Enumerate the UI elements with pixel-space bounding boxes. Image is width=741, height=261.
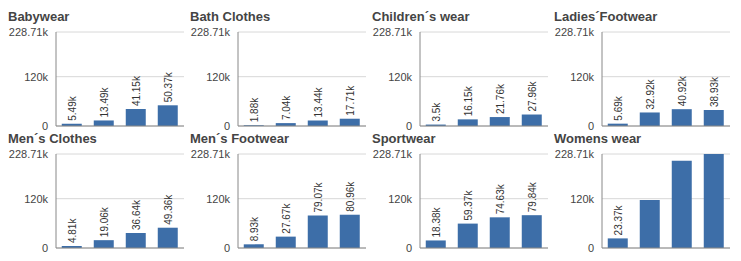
svg-text:41.15k: 41.15k: [131, 75, 142, 106]
svg-text:27.67k: 27.67k: [281, 203, 292, 234]
html-text:Womens wear: Womens wear: [554, 131, 642, 146]
svg-text:5.49k: 5.49k: [67, 95, 78, 120]
svg-text:228.71k: 228.71k: [191, 26, 231, 38]
svg-text:0: 0: [224, 242, 230, 252]
svg-text:21.76k: 21.76k: [495, 83, 506, 114]
svg-text:1.88k: 1.88k: [249, 97, 260, 122]
svg-text:36.64k: 36.64k: [131, 199, 142, 230]
svg-text:32.92k: 32.92k: [645, 78, 656, 109]
svg-text:0: 0: [42, 120, 48, 130]
svg-text:0: 0: [224, 120, 230, 130]
html-text:Ladies´Footwear: Ladies´Footwear: [554, 9, 658, 24]
html-text:Bath Clothes: Bath Clothes: [190, 9, 271, 24]
html-text:Men´s Clothes: Men´s Clothes: [8, 131, 97, 146]
svg-text:4.81k: 4.81k: [67, 218, 78, 243]
svg-text:50.37k: 50.37k: [163, 71, 174, 102]
svg-text:0: 0: [588, 120, 594, 130]
svg-text:40.92k: 40.92k: [677, 75, 688, 106]
svg-text:27.96k: 27.96k: [527, 80, 538, 111]
svg-text:120k: 120k: [24, 193, 48, 205]
svg-text:19.06k: 19.06k: [99, 206, 110, 237]
svg-text:120k: 120k: [206, 71, 230, 83]
svg-text:120k: 120k: [388, 193, 412, 205]
svg-text:228.71k: 228.71k: [373, 148, 413, 160]
html-text:Babywear: Babywear: [8, 9, 70, 24]
svg-text:0: 0: [588, 242, 594, 252]
svg-text:18.38k: 18.38k: [431, 206, 442, 237]
svg-text:228.71k: 228.71k: [191, 148, 231, 160]
svg-text:120k: 120k: [388, 71, 412, 83]
svg-text:16.15k: 16.15k: [463, 85, 474, 116]
svg-text:59.37k: 59.37k: [463, 190, 474, 221]
svg-text:228.71k: 228.71k: [555, 148, 595, 160]
svg-text:79.07k: 79.07k: [313, 181, 324, 212]
svg-text:74.63k: 74.63k: [495, 183, 506, 214]
svg-text:120k: 120k: [206, 193, 230, 205]
svg-text:3.5k: 3.5k: [431, 102, 442, 122]
svg-text:17.71k: 17.71k: [345, 85, 356, 116]
svg-text:228.71k: 228.71k: [373, 26, 413, 38]
svg-text:38.93k: 38.93k: [709, 76, 720, 107]
svg-text:5.69k: 5.69k: [613, 95, 624, 120]
html-text:Men´s Footwear: Men´s Footwear: [190, 131, 289, 146]
svg-text:23.37k: 23.37k: [613, 204, 624, 235]
svg-text:228.71k: 228.71k: [9, 148, 49, 160]
svg-text:8.93k: 8.93k: [249, 216, 260, 241]
svg-text:79.84k: 79.84k: [527, 181, 538, 212]
svg-text:120k: 120k: [570, 71, 594, 83]
svg-text:120k: 120k: [570, 193, 594, 205]
svg-text:7.04k: 7.04k: [281, 95, 292, 120]
html-text:Children´s wear: Children´s wear: [372, 9, 470, 24]
html-text:Sportwear: Sportwear: [372, 131, 436, 146]
svg-text:120k: 120k: [24, 71, 48, 83]
svg-text:0: 0: [406, 242, 412, 252]
svg-text:0: 0: [42, 242, 48, 252]
svg-text:13.44k: 13.44k: [313, 86, 324, 117]
svg-text:0: 0: [406, 120, 412, 130]
svg-text:228.71k: 228.71k: [9, 26, 49, 38]
svg-text:228.71k: 228.71k: [555, 26, 595, 38]
svg-text:49.36k: 49.36k: [163, 194, 174, 225]
svg-text:80.96k: 80.96k: [345, 181, 356, 212]
svg-text:13.49k: 13.49k: [99, 86, 110, 117]
